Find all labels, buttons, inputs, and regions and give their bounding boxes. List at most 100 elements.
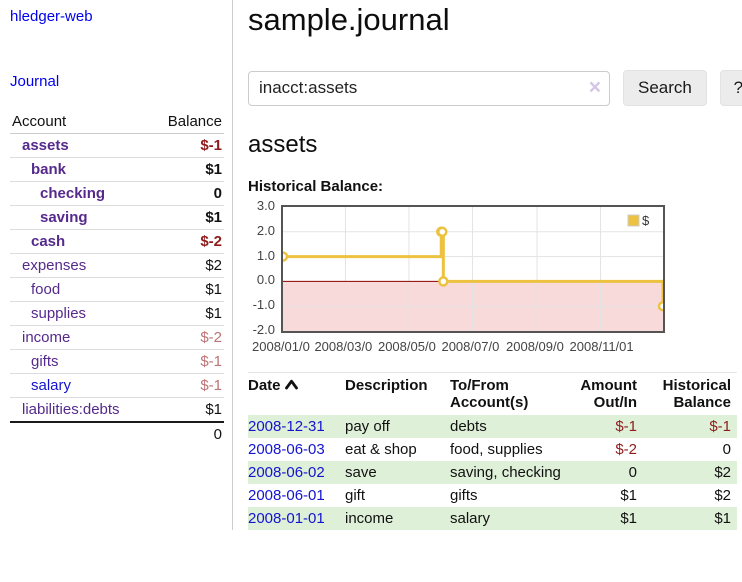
account-balance: $-1 <box>200 137 222 154</box>
description-cell: pay off <box>345 418 390 435</box>
amount-cell: 0 <box>628 464 637 481</box>
account-balance: 0 <box>150 181 224 206</box>
main-content: sample.journal × Search ? assets Histori… <box>233 0 742 530</box>
account-balance: $2 <box>150 253 224 278</box>
search-form: × Search ? <box>248 70 742 106</box>
sidebar-account-link[interactable]: liabilities:debts <box>22 401 120 418</box>
accounts-cell: gifts <box>450 487 478 504</box>
account-row: bank $1 <box>10 157 224 182</box>
accounts-total-value: 0 <box>150 421 224 446</box>
app-title-link[interactable]: hledger-web <box>10 8 93 25</box>
help-button[interactable]: ? <box>719 70 742 106</box>
table-row: 2008-01-01 income salary $1 $1 <box>248 507 737 530</box>
account-row: saving $1 <box>10 205 224 230</box>
account-balance: $-1 <box>150 373 224 398</box>
page-title: sample.journal <box>248 2 450 37</box>
sidebar-account-link[interactable]: gifts <box>31 353 59 370</box>
register-header-accounts: To/From Account(s) <box>450 377 529 411</box>
chart-svg: $ <box>283 207 663 331</box>
account-row: supplies $1 <box>10 301 224 326</box>
accounts-cell: food, supplies <box>450 441 543 458</box>
account-balance: $1 <box>150 157 224 182</box>
legend-label: $ <box>642 213 650 228</box>
account-row: expenses $2 <box>10 253 224 278</box>
sidebar-account-link[interactable]: food <box>31 281 61 298</box>
register-header-date[interactable]: Date <box>248 373 345 416</box>
sidebar-account-link[interactable]: income <box>22 329 71 346</box>
account-row: income $-2 <box>10 325 224 350</box>
x-axis-tick-label: 2008/03/01 <box>314 339 373 354</box>
transaction-date-link[interactable]: 2008-01-01 <box>248 510 325 527</box>
table-row: 2008-06-01 gift gifts $1 $2 <box>248 484 737 507</box>
accounts-header-account: Account <box>10 110 151 134</box>
balance-cell: $1 <box>714 510 731 527</box>
search-input[interactable] <box>248 70 610 106</box>
transaction-date-link[interactable]: 2008-06-03 <box>248 441 325 458</box>
account-balance: $1 <box>150 205 224 230</box>
transaction-date-link[interactable]: 2008-06-02 <box>248 464 325 481</box>
clear-search-icon[interactable]: × <box>588 75 601 99</box>
transaction-date-link[interactable]: 2008-12-31 <box>248 418 325 435</box>
amount-cell: $1 <box>620 487 637 504</box>
chart-plot-area: $ <box>281 205 665 333</box>
amount-cell: $-2 <box>615 441 637 458</box>
x-axis-tick-label: 2008/11/01 <box>569 339 634 354</box>
table-row: 2008-12-31 pay off debts $-1 $-1 <box>248 415 737 438</box>
description-cell: income <box>345 510 394 527</box>
account-balance: $-1 <box>150 349 224 374</box>
sidebar-account-link[interactable]: salary <box>31 377 72 394</box>
page: hledger-web Journal Account Balance asse… <box>0 0 742 530</box>
account-row: salary $-1 <box>10 373 224 398</box>
x-axis-tick-label: 2008/05/01 <box>377 339 436 354</box>
y-axis-tick-label: 0.0 <box>256 272 275 288</box>
accounts-table: Account Balance assets $-1 bank $1 checking 0… <box>10 110 224 446</box>
sidebar-account-link[interactable]: checking <box>40 185 106 202</box>
accounts-header-balance: Balance <box>150 110 224 134</box>
y-axis-tick-label: -1.0 <box>252 297 275 313</box>
amount-cell: $1 <box>620 510 637 527</box>
chart-title: Historical Balance: <box>248 178 384 195</box>
description-cell: save <box>345 464 377 481</box>
sidebar-account-link[interactable]: assets <box>22 137 69 154</box>
y-axis-tick-label: -2.0 <box>252 322 275 337</box>
account-balance: $1 <box>150 397 224 422</box>
account-row: liabilities:debts $1 <box>10 397 224 422</box>
register-header-description: Description <box>345 377 428 394</box>
search-button[interactable]: Search <box>623 70 707 106</box>
table-row: 2008-06-02 save saving, checking 0 $2 <box>248 461 737 484</box>
x-axis-tick-label: 2008/07/01 <box>441 339 500 354</box>
sidebar-item-journal[interactable]: Journal <box>10 73 60 90</box>
sidebar-account-link[interactable]: expenses <box>22 257 87 274</box>
accounts-cell: salary <box>450 510 491 527</box>
description-cell: eat & shop <box>345 441 417 458</box>
y-axis-tick-label: 2.0 <box>256 222 275 238</box>
sidebar-account-link[interactable]: supplies <box>31 305 87 322</box>
accounts-cell: saving, checking <box>450 464 561 481</box>
account-row: checking 0 <box>10 181 224 206</box>
register-table: Date Description To/From Account(s) Amou… <box>248 372 737 530</box>
historical-balance-chart: 3.0 2.0 1.0 0.0 -1.0 -2.0 $2008/01/01 2008/03/0… <box>248 198 708 355</box>
account-balance: $-2 <box>150 325 224 350</box>
account-balance: $1 <box>150 301 224 326</box>
accounts-total-row: 0 <box>10 421 224 446</box>
search-box: × <box>248 70 610 106</box>
amount-cell: $-1 <box>615 418 637 435</box>
sidebar-account-link[interactable]: saving <box>40 209 88 226</box>
account-row: assets $-1 <box>10 134 224 158</box>
y-axis-tick-label: 1.0 <box>256 247 275 263</box>
x-axis-tick-label: 2008/09/01 <box>506 339 564 354</box>
y-axis-tick-label: 3.0 <box>256 198 275 213</box>
account-heading: assets <box>248 131 318 158</box>
sidebar-account-link[interactable]: cash <box>31 233 66 250</box>
sort-ascending-icon <box>284 377 298 394</box>
account-balance: $-2 <box>150 229 224 254</box>
sidebar: hledger-web Journal Account Balance asse… <box>0 0 233 530</box>
account-row: cash $-2 <box>10 229 224 254</box>
balance-cell: $-1 <box>709 418 731 435</box>
table-row: 2008-06-03 eat & shop food, supplies $-2 0 <box>248 438 737 461</box>
sidebar-account-link[interactable]: bank <box>31 161 67 178</box>
balance-cell: $2 <box>714 487 731 504</box>
transaction-date-link[interactable]: 2008-06-01 <box>248 487 325 504</box>
description-cell: gift <box>345 487 366 504</box>
account-row: food $1 <box>10 277 224 302</box>
